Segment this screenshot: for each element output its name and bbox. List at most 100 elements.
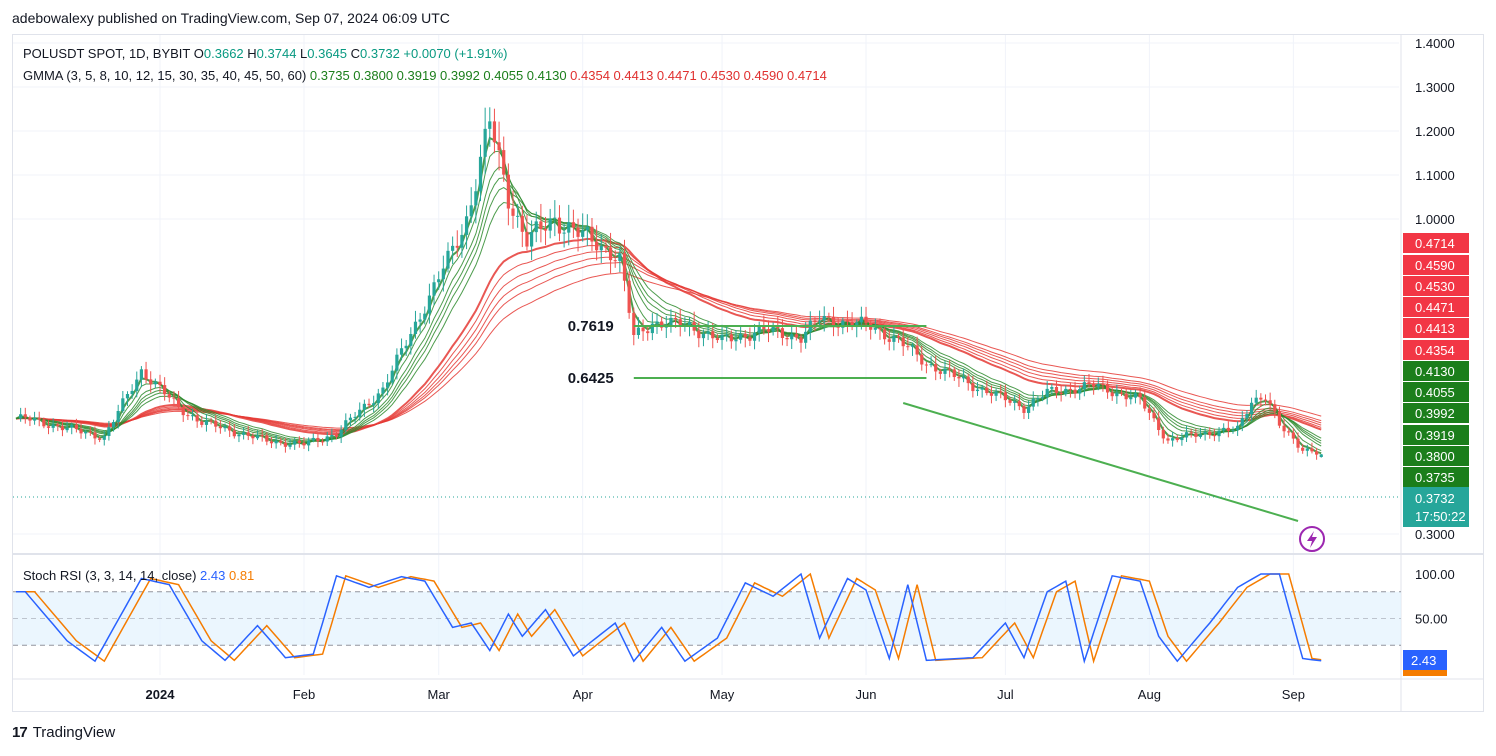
candle-body bbox=[260, 435, 264, 437]
candle-body bbox=[307, 440, 311, 446]
candle-body bbox=[1180, 437, 1184, 441]
candle bbox=[869, 320, 873, 340]
candle bbox=[1031, 391, 1035, 411]
price-tag-bg bbox=[1403, 340, 1469, 360]
candle bbox=[413, 310, 418, 339]
candle-body bbox=[474, 191, 478, 206]
candle-body bbox=[952, 369, 956, 378]
candle-body bbox=[464, 216, 469, 235]
candle bbox=[32, 411, 37, 425]
candle-body bbox=[646, 331, 650, 334]
candle-body bbox=[1031, 398, 1035, 407]
candle-body bbox=[613, 260, 617, 262]
candle-body bbox=[827, 315, 831, 318]
candle-body bbox=[1050, 387, 1054, 389]
gmma-value: 0.3735 bbox=[309, 68, 350, 83]
candle bbox=[1152, 407, 1156, 422]
candle-body bbox=[1305, 448, 1309, 451]
candle bbox=[1087, 374, 1091, 388]
candle-body bbox=[883, 329, 887, 340]
candle bbox=[167, 391, 171, 403]
price-tag: 0.3919 bbox=[1403, 425, 1469, 445]
candle-body bbox=[23, 414, 27, 418]
candle-body bbox=[655, 321, 659, 324]
candle bbox=[190, 408, 195, 421]
candle-body bbox=[608, 247, 613, 261]
price-tag-text: 0.4354 bbox=[1415, 343, 1455, 358]
candle-body bbox=[167, 394, 171, 398]
price-tick-label: 1.0000 bbox=[1415, 212, 1455, 227]
tradingview-logo-icon: 17 bbox=[12, 724, 28, 741]
candle-body bbox=[432, 282, 436, 296]
price-tag: 0.4530 bbox=[1403, 276, 1469, 296]
candle bbox=[37, 411, 41, 427]
candle bbox=[427, 283, 432, 324]
candle-body bbox=[1231, 430, 1235, 432]
candle bbox=[437, 271, 441, 290]
candle bbox=[855, 319, 859, 338]
candle bbox=[1045, 381, 1049, 405]
candle-body bbox=[204, 420, 209, 425]
candle-body bbox=[915, 345, 919, 355]
candle bbox=[1245, 409, 1249, 423]
tradingview-logo[interactable]: 17 TradingView bbox=[12, 724, 115, 741]
time-tick-label: Aug bbox=[1138, 687, 1161, 702]
candle-body bbox=[725, 334, 729, 336]
candle bbox=[627, 271, 631, 319]
candle-body bbox=[255, 435, 260, 439]
candle-body bbox=[943, 368, 947, 374]
candle bbox=[1198, 428, 1203, 439]
candle bbox=[1203, 428, 1207, 441]
candle bbox=[1315, 447, 1319, 460]
stoch-k-value: 2.43 bbox=[200, 568, 226, 583]
candle-body bbox=[228, 426, 232, 431]
candle bbox=[887, 330, 891, 351]
candle-body bbox=[581, 230, 585, 237]
candle bbox=[423, 306, 427, 325]
candle-body bbox=[84, 431, 88, 434]
candle-body bbox=[697, 330, 701, 339]
stoch-d-line bbox=[16, 572, 1322, 664]
candle bbox=[729, 330, 733, 349]
chart-frame[interactable]: 0.7619 0.6425 1.4000 1.3000 1.2000 1.1000 1.00… bbox=[12, 34, 1484, 712]
chart-canvas[interactable]: 0.7619 0.6425 1.4000 1.3000 1.2000 1.1000 1.00… bbox=[13, 35, 1483, 711]
candle bbox=[251, 432, 255, 445]
candle-body bbox=[79, 429, 83, 434]
candle bbox=[595, 225, 599, 261]
price-tag-text: 0.3992 bbox=[1415, 406, 1455, 421]
candle bbox=[516, 203, 520, 228]
candle bbox=[432, 274, 436, 305]
candle bbox=[1129, 389, 1133, 405]
candle bbox=[1254, 389, 1258, 405]
candle-body bbox=[1119, 392, 1124, 394]
candle-body bbox=[971, 383, 975, 392]
candle-body bbox=[390, 370, 394, 383]
candle-body bbox=[42, 419, 46, 427]
candle-body bbox=[320, 441, 325, 443]
candle bbox=[1147, 404, 1151, 421]
candle-body bbox=[1101, 383, 1105, 385]
candle-body bbox=[19, 414, 23, 419]
candle-body bbox=[720, 334, 724, 341]
candle-body bbox=[1008, 400, 1012, 403]
ohlc-h: H0.3744 bbox=[243, 46, 297, 61]
price-tag-bg bbox=[1403, 233, 1469, 253]
candle-body bbox=[1040, 397, 1045, 399]
candle bbox=[288, 438, 292, 450]
candle-body bbox=[460, 234, 464, 248]
candle bbox=[864, 306, 868, 332]
price-tag-bg bbox=[1403, 361, 1469, 381]
candle-body bbox=[1184, 432, 1189, 438]
price-tag-bg bbox=[1403, 467, 1469, 487]
candle-body bbox=[1064, 388, 1068, 394]
candle-body bbox=[817, 320, 822, 322]
price-tag-bg bbox=[1403, 297, 1469, 317]
candle bbox=[381, 382, 385, 399]
candle-body bbox=[60, 426, 65, 431]
candle-body bbox=[929, 364, 933, 366]
candle bbox=[297, 436, 301, 448]
price-tag: 0.4354 bbox=[1403, 340, 1469, 360]
candle bbox=[1291, 428, 1295, 444]
candle-body bbox=[1027, 406, 1031, 413]
candle-body bbox=[506, 174, 510, 209]
